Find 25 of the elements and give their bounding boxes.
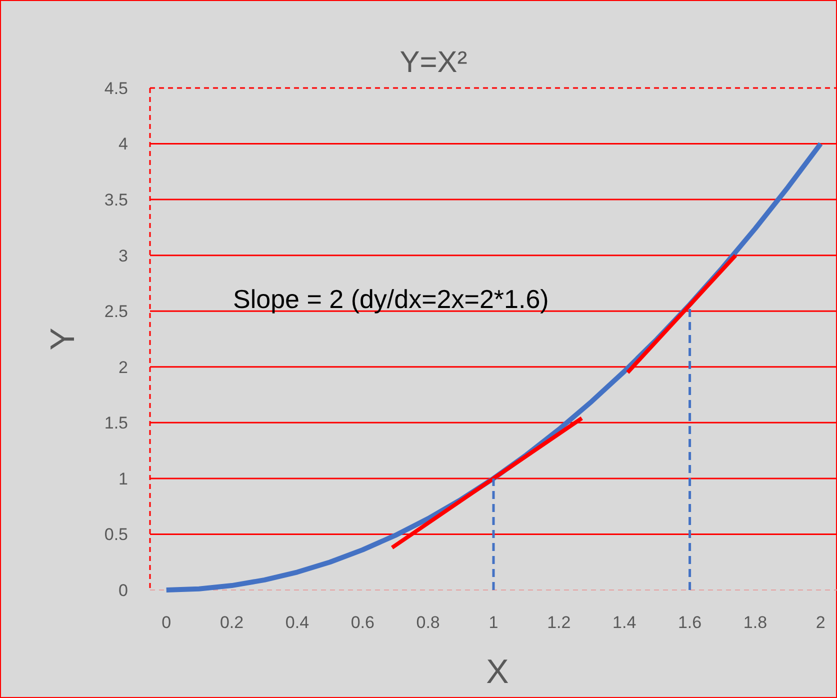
- x-tick-label: 0.4: [285, 613, 310, 632]
- x-tick-label: 1.6: [678, 613, 702, 632]
- y-tick-label: 2: [118, 358, 128, 377]
- x-tick-label: 0: [162, 613, 172, 632]
- y-tick-label: 2.5: [104, 302, 128, 322]
- x-tick-label: 0.6: [350, 613, 374, 632]
- x-axis-title: X: [486, 653, 509, 691]
- x-tick-label: 1.8: [743, 613, 768, 632]
- y-tick-label: 0.5: [104, 525, 128, 544]
- annotation: Slope = 2 (dy/dx=2x=2*1.6): [233, 284, 549, 314]
- x-tick-label: 1: [488, 613, 498, 632]
- y-tick-label: 1.5: [104, 414, 128, 433]
- y-tick-label: 3.5: [104, 190, 128, 210]
- x-tick-label: 2: [816, 613, 826, 632]
- y-tick-label: 1: [118, 469, 128, 488]
- y-tick-label: 3: [118, 246, 128, 266]
- y-axis-title: Y: [44, 328, 82, 350]
- x-tick-label: 0.2: [220, 613, 244, 632]
- x-tick-label: 1.2: [547, 613, 571, 632]
- chart-title: Y=X²: [400, 46, 468, 79]
- y-tick-label: 4: [118, 134, 128, 154]
- y-tick-label: 0: [118, 580, 128, 600]
- y-tick-label: 4.5: [104, 78, 128, 98]
- x-tick-label: 0.8: [416, 613, 440, 632]
- x-tick-label: 1.4: [612, 613, 636, 632]
